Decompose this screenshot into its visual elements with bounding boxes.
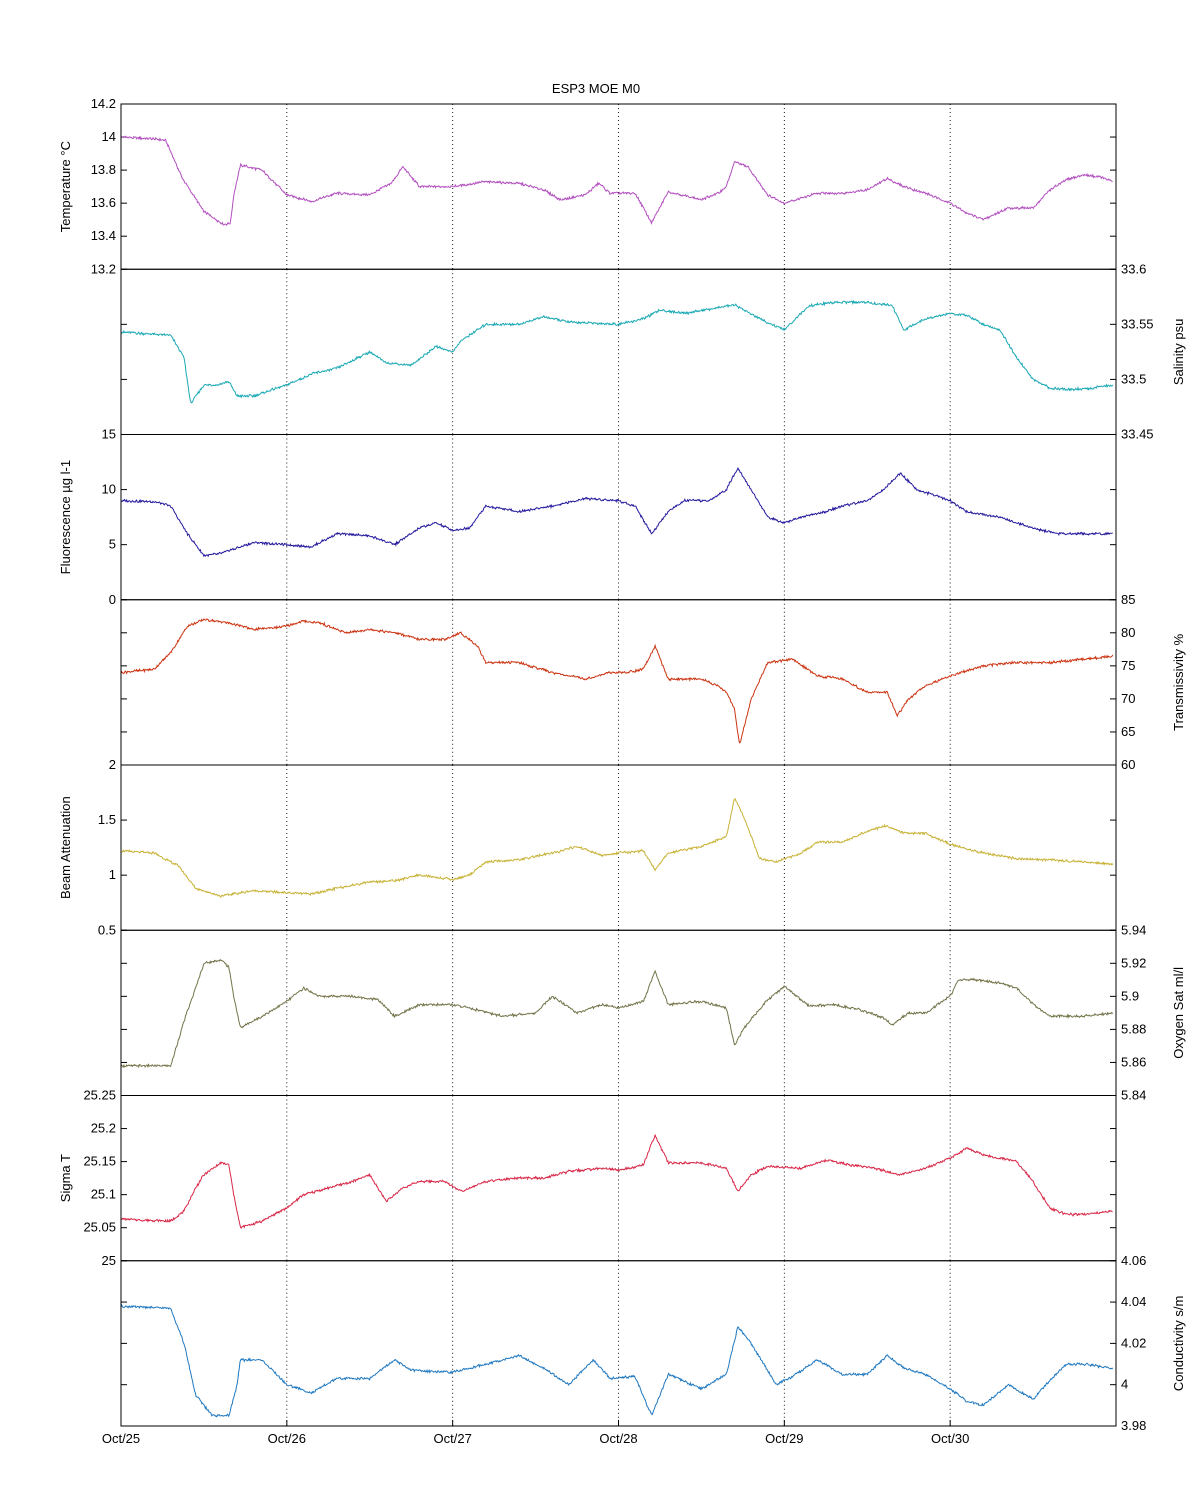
y-tick-label: 0 bbox=[109, 592, 116, 607]
y-tick-label: 14.2 bbox=[91, 96, 116, 111]
series-line bbox=[120, 1134, 1113, 1229]
series-line bbox=[120, 135, 1113, 226]
x-tick-label: Oct/27 bbox=[434, 1431, 472, 1446]
y-axis-label: Conductivity s/m bbox=[1171, 1296, 1186, 1391]
series-line bbox=[120, 618, 1114, 744]
panel-3: 0 5 10 15 Fluorescence µg l-1 bbox=[58, 427, 1117, 607]
y-tick-label: 4.06 bbox=[1121, 1253, 1146, 1268]
y-tick-label: 3.98 bbox=[1121, 1418, 1146, 1433]
x-tick-label: Oct/30 bbox=[931, 1431, 969, 1446]
y-axis-label: Beam Attenuation bbox=[58, 796, 73, 899]
y-tick-label: 33.6 bbox=[1121, 261, 1146, 276]
y-tick-label: 60 bbox=[1121, 757, 1135, 772]
y-tick-label: 4 bbox=[1121, 1377, 1128, 1392]
y-tick-label: 13.8 bbox=[91, 162, 116, 177]
y-axis-label: Transmissivity % bbox=[1171, 633, 1186, 730]
panel-8: 3.98 4 4.02 4.04 4.06 Conductivity s/m bbox=[120, 1253, 1186, 1433]
y-tick-label: 4.02 bbox=[1121, 1335, 1146, 1350]
panel-5: 0.5 1 1.5 2 Beam Attenuation bbox=[58, 757, 1117, 937]
y-axis-label: Sigma T bbox=[58, 1154, 73, 1202]
y-tick-label: 5.84 bbox=[1121, 1088, 1146, 1103]
x-tick-label: Oct/26 bbox=[268, 1431, 306, 1446]
y-tick-label: 25.25 bbox=[83, 1088, 116, 1103]
y-tick-label: 25.1 bbox=[91, 1187, 116, 1202]
y-tick-label: 33.5 bbox=[1121, 371, 1146, 386]
y-tick-label: 25.05 bbox=[83, 1220, 116, 1235]
y-tick-label: 5.92 bbox=[1121, 955, 1146, 970]
y-axis-label: Temperature °C bbox=[58, 141, 73, 232]
y-tick-label: 4.04 bbox=[1121, 1294, 1146, 1309]
y-tick-label: 85 bbox=[1121, 592, 1135, 607]
series-line bbox=[120, 299, 1114, 404]
y-tick-label: 5.86 bbox=[1121, 1054, 1146, 1069]
x-axis: Oct/25 Oct/26 Oct/27 Oct/28 Oct/29 Oct/30 bbox=[102, 1420, 969, 1446]
x-tick-label: Oct/25 bbox=[102, 1431, 140, 1446]
y-tick-label: 0.5 bbox=[98, 922, 116, 937]
panel-7: 25 25.05 25.1 25.15 25.2 25.25 Sigma T bbox=[58, 1088, 1117, 1268]
y-tick-label: 25 bbox=[102, 1253, 116, 1268]
y-tick-label: 65 bbox=[1121, 724, 1135, 739]
y-tick-label: 14 bbox=[102, 129, 116, 144]
series-line bbox=[120, 1303, 1114, 1418]
panel-2: 33.45 33.5 33.55 33.6 Salinity psu bbox=[120, 261, 1186, 442]
series-line bbox=[120, 958, 1114, 1069]
y-tick-label: 1.5 bbox=[98, 812, 116, 827]
y-axis-label: Fluorescence µg l-1 bbox=[58, 460, 73, 574]
y-tick-label: 13.6 bbox=[91, 195, 116, 210]
x-tick-label: Oct/28 bbox=[599, 1431, 637, 1446]
y-tick-label: 15 bbox=[102, 427, 116, 442]
y-tick-label: 10 bbox=[102, 482, 116, 497]
y-tick-label: 5 bbox=[109, 537, 116, 552]
y-tick-label: 33.45 bbox=[1121, 427, 1154, 442]
y-tick-label: 33.55 bbox=[1121, 316, 1154, 331]
panel-4: 60 65 70 75 80 85 Transmissivity % bbox=[120, 592, 1186, 772]
y-tick-label: 5.9 bbox=[1121, 988, 1139, 1003]
y-tick-label: 1 bbox=[109, 867, 116, 882]
x-tick-label: Oct/29 bbox=[765, 1431, 803, 1446]
series-line bbox=[120, 466, 1113, 558]
y-tick-label: 75 bbox=[1121, 658, 1135, 673]
y-tick-label: 25.2 bbox=[91, 1121, 116, 1136]
y-tick-label: 80 bbox=[1121, 625, 1135, 640]
chart-title: ESP3 MOE M0 bbox=[552, 81, 640, 96]
y-axis-label: Salinity psu bbox=[1171, 319, 1186, 385]
series-line bbox=[120, 798, 1114, 898]
y-axis-label: Oxygen Sat ml/l bbox=[1171, 967, 1186, 1059]
y-tick-label: 5.94 bbox=[1121, 922, 1146, 937]
y-tick-label: 5.88 bbox=[1121, 1021, 1146, 1036]
panel-1: 13.2 13.4 13.6 13.8 14 14.2 Temperature °C bbox=[58, 96, 1117, 276]
y-tick-label: 13.4 bbox=[91, 228, 116, 243]
y-tick-label: 13.2 bbox=[91, 261, 116, 276]
y-tick-label: 2 bbox=[109, 757, 116, 772]
y-tick-label: 25.15 bbox=[83, 1154, 116, 1169]
panel-6: 5.84 5.86 5.88 5.9 5.92 5.94 Oxygen Sat ml/l bbox=[120, 922, 1186, 1103]
y-tick-label: 70 bbox=[1121, 691, 1135, 706]
